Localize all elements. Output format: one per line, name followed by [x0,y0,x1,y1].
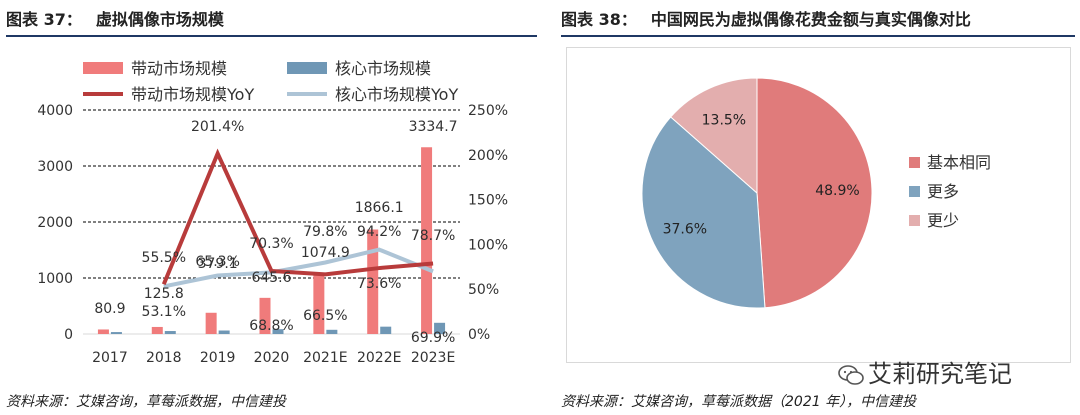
legend-label: 核心市场规模 [335,59,431,78]
y-right-tick-label: 250% [468,103,508,119]
legend-swatch [287,62,327,74]
y-left-tick-label: 0 [64,327,73,343]
x-tick-label: 2020 [254,350,290,366]
legend-label: 核心市场规模YoY [335,85,458,104]
pie-legend-swatch [909,157,920,168]
bar-core-market [164,331,176,334]
y-left-tick-label: 2000 [37,215,73,231]
yoy-label-driven: 73.6% [357,276,401,292]
bar-driven-market [367,229,379,334]
watermark: 艾莉研究笔记 [838,354,1012,389]
y-left-tick-label: 4000 [37,103,73,119]
y-left-tick-label: 1000 [37,271,73,287]
figure-38-number: 图表 38： [561,10,637,29]
figure-38-title: 图表 38： 中国网民为虚拟偶像花费金额与真实偶像对比 [561,6,971,30]
bar-core-market [218,330,230,334]
bar-core-market [272,329,284,334]
x-tick-label: 2018 [146,350,182,366]
bar-core-market [110,332,122,334]
x-tick-label: 2021E [303,350,347,366]
yoy-label-driven: 201.4% [191,119,244,135]
y-right-tick-label: 150% [468,193,508,209]
yoy-label-driven: 55.5% [142,250,186,266]
yoy-label-driven: 66.5% [303,308,347,324]
bar-value-label: 645.6 [251,270,291,286]
figure-37-caption: 虚拟偶像市场规模 [95,10,224,29]
pie-slice [756,77,873,309]
y-right-tick-label: 100% [468,237,508,253]
bar-value-label: 80.9 [94,301,125,317]
pie-legend-swatch [909,215,920,226]
title-rule-left [6,35,537,37]
legend-label: 带动市场规模 [131,59,227,78]
x-tick-label: 2017 [92,350,128,366]
x-tick-label: 2019 [200,350,236,366]
bar-driven-market [313,273,325,334]
bar-core-market [326,329,338,334]
source-note-right: 资料来源：艾媒咨询，草莓派数据（2021 年），中信建投 [561,394,917,410]
legend-label: 带动市场规模YoY [131,85,254,104]
x-tick-label: 2022E [357,350,401,366]
y-left-tick-label: 3000 [37,159,73,175]
yoy-label-core: 68.8% [249,318,293,334]
title-rule-right [561,35,1075,37]
bar-value-label: 3334.7 [409,119,458,135]
yoy-label-core: 65.3% [195,254,239,270]
yoy-label-core: 79.8% [303,224,347,240]
pie-legend-swatch [909,186,920,197]
line-driven-market-yoy [161,148,434,286]
pie-slice [670,77,758,195]
y-right-tick-label: 0% [468,327,490,343]
bar-driven-market [97,329,109,334]
pie-legend-label: 更多 [927,182,959,201]
legend-swatch [83,62,123,74]
yoy-label-driven: 70.3% [249,236,293,252]
pie-value-label: 48.9% [815,183,859,199]
bar-driven-market [205,312,217,334]
pie-value-label: 13.5% [702,113,746,129]
yoy-label-core: 94.2% [357,224,401,240]
figure-37-title: 图表 37： 虚拟偶像市场规模 [6,6,224,30]
yoy-label-core: 53.1% [142,304,186,320]
bar-core-market [434,322,446,334]
pie-panel-border [566,47,1071,363]
yoy-label-driven: 78.7% [411,228,455,244]
bar-core-market [380,326,392,334]
yoy-label-core: 69.9% [411,330,455,346]
bar-driven-market [259,297,271,334]
y-right-tick-label: 50% [468,282,499,298]
bar-value-label: 1074.9 [301,245,350,261]
figure-38-caption: 中国网民为虚拟偶像花费金额与真实偶像对比 [650,10,971,29]
pie-legend-label: 更少 [927,211,959,230]
bar-value-label: 1866.1 [355,200,404,216]
bar-value-label: 125.8 [144,286,184,302]
wechat-icon [838,365,864,385]
bar-driven-market [421,147,433,334]
bar-driven-market [151,326,163,334]
source-note-left: 资料来源：艾媒咨询，草莓派数据，中信建投 [6,394,286,410]
pie-value-label: 37.6% [663,222,707,238]
watermark-text: 艾莉研究笔记 [868,360,1012,388]
x-tick-label: 2023E [411,350,455,366]
pie-legend-label: 基本相同 [927,153,991,172]
bar-value-label: 379.1 [198,256,238,272]
y-right-tick-label: 200% [468,148,508,164]
line-core-market-yoy [163,247,434,289]
figure-37-number: 图表 37： [6,10,82,29]
pie-slice [641,116,766,309]
